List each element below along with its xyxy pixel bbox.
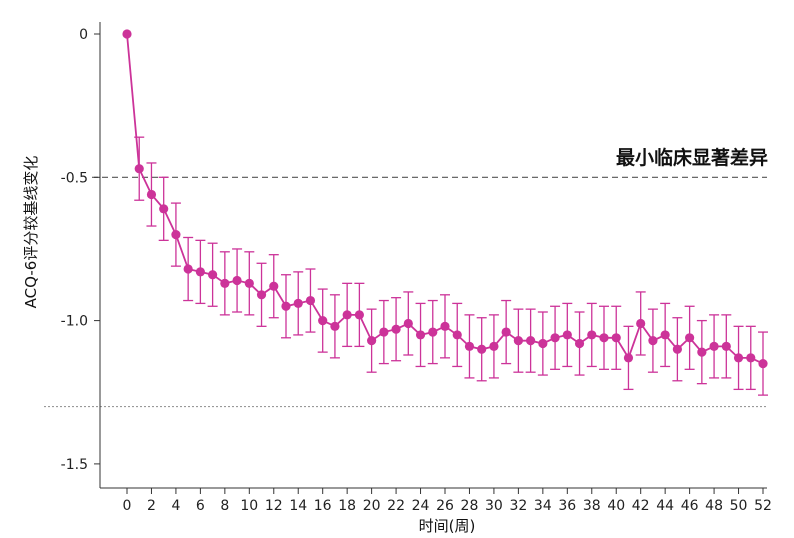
data-point: [660, 330, 670, 340]
data-point: [587, 330, 597, 340]
x-tick-label: 24: [412, 498, 430, 514]
data-point: [464, 341, 475, 351]
x-tick-label: 4: [171, 498, 180, 514]
data-point: [538, 338, 548, 349]
x-tick-label: 8: [220, 498, 229, 514]
data-point: [318, 316, 328, 326]
data-point: [379, 327, 389, 337]
x-tick-label: 40: [607, 498, 625, 514]
x-tick-label: 22: [387, 498, 405, 514]
x-tick-label: 36: [558, 498, 576, 514]
data-point: [611, 333, 621, 343]
data-point: [550, 333, 560, 343]
x-tick-label: 50: [730, 498, 748, 514]
data-point: [599, 333, 609, 343]
data-point: [623, 353, 634, 363]
data-point: [134, 164, 144, 174]
data-point: [354, 310, 364, 320]
x-tick-label: 30: [485, 498, 503, 514]
x-tick-label: 12: [265, 498, 283, 514]
x-tick-label: 42: [632, 498, 650, 514]
x-tick-label: 46: [681, 498, 699, 514]
data-point: [403, 318, 413, 329]
data-point: [574, 338, 585, 349]
x-tick-label: 20: [363, 498, 381, 514]
y-tick-label: 0: [79, 27, 88, 43]
data-point: [220, 278, 230, 288]
data-point: [183, 264, 193, 274]
data-point: [281, 301, 291, 311]
x-tick-label: 48: [705, 498, 723, 514]
y-tick-label: -1.0: [61, 314, 88, 330]
data-point: [513, 336, 523, 346]
data-point: [709, 341, 719, 351]
y-tick-label: -0.5: [61, 170, 88, 186]
x-tick-label: 32: [509, 498, 527, 514]
data-point: [697, 347, 707, 357]
data-point: [721, 341, 731, 351]
data-point: [330, 321, 340, 331]
x-tick-label: 14: [289, 498, 307, 514]
data-point: [501, 327, 511, 337]
x-tick-label: 16: [314, 498, 332, 514]
data-point: [342, 310, 352, 320]
y-axis-title: ACQ-6评分较基线变化: [22, 156, 40, 309]
x-tick-label: 26: [436, 498, 454, 514]
data-point: [122, 29, 132, 39]
data-point: [428, 327, 438, 337]
data-point: [232, 275, 242, 286]
data-point: [746, 353, 756, 363]
data-point: [672, 344, 682, 354]
data-point: [146, 189, 157, 200]
data-point: [636, 318, 646, 329]
data-point: [685, 333, 695, 343]
x-tick-label: 38: [583, 498, 601, 514]
data-point: [440, 321, 450, 331]
x-tick-label: 0: [123, 498, 132, 514]
data-point: [208, 270, 218, 280]
x-tick-label: 2: [147, 498, 156, 514]
x-tick-label: 34: [534, 498, 552, 514]
data-point: [244, 278, 254, 288]
data-point: [391, 324, 401, 334]
x-tick-label: 28: [461, 498, 479, 514]
data-point: [256, 290, 267, 300]
data-point: [305, 295, 316, 306]
reference-lines: [44, 176, 767, 408]
data-point: [489, 341, 499, 351]
data-point: [269, 281, 279, 291]
x-tick-label: 10: [240, 498, 258, 514]
x-tick-label: 18: [338, 498, 356, 514]
error-bars: [134, 136, 768, 396]
data-point: [452, 330, 462, 340]
axes: 0-0.5-1.0-1.50 2 4 6 8 10 12 14 16 18 20 22 24 26 28 30…: [61, 22, 772, 514]
x-axis-title: 时间(周): [419, 517, 476, 535]
data-point: [367, 336, 377, 346]
data-point: [648, 336, 658, 346]
data-points: [122, 29, 768, 369]
data-point: [293, 298, 303, 309]
data-point: [562, 330, 572, 340]
data-point: [733, 353, 744, 363]
data-point: [171, 230, 181, 240]
data-point: [159, 204, 169, 214]
mcid-annotation: 最小临床显著差异: [616, 146, 768, 169]
data-point: [477, 344, 487, 354]
y-tick-label: -1.5: [61, 457, 88, 473]
x-tick-label: 44: [656, 498, 674, 514]
data-point: [526, 336, 536, 346]
data-point: [195, 267, 205, 277]
data-point: [415, 330, 426, 340]
data-point: [758, 358, 768, 369]
x-tick-label: 52: [754, 498, 772, 514]
x-tick-label: 6: [196, 498, 205, 514]
